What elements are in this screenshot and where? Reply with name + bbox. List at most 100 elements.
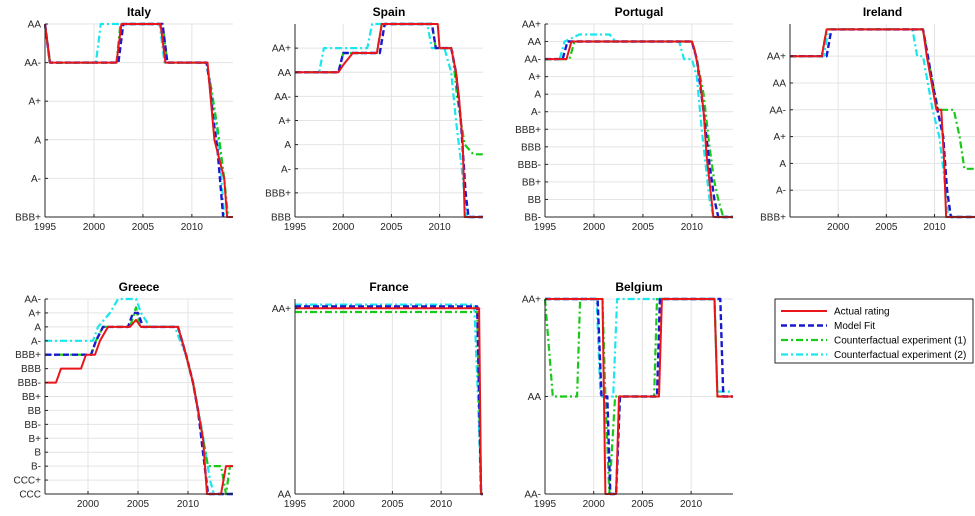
y-tick-label: AA-	[24, 295, 41, 306]
x-tick-label: 2005	[132, 222, 155, 233]
y-tick-label: AA	[28, 20, 42, 31]
y-tick-label: AA+	[272, 304, 291, 315]
series-line-4	[545, 33, 733, 219]
y-tick-label: A-	[776, 186, 786, 197]
x-tick-label: 2000	[827, 222, 850, 233]
y-tick-label: BBB+	[265, 188, 291, 199]
y-tick-label: BBB-	[18, 378, 41, 389]
x-tick-label: 2000	[583, 222, 606, 233]
chart-title: Italy	[127, 5, 151, 19]
y-tick-label: A-	[281, 164, 291, 175]
y-tick-label: A	[534, 90, 541, 101]
y-tick-label: BBB	[21, 364, 41, 375]
y-tick-label: AA	[278, 68, 292, 79]
chart-title: Belgium	[615, 280, 662, 294]
y-tick-label: BBB+	[15, 213, 41, 224]
y-tick-label: A	[284, 140, 291, 151]
series-line-1	[45, 318, 233, 495]
y-tick-label: BBB+	[515, 125, 541, 136]
y-tick-label: A	[34, 135, 41, 146]
y-tick-label: BB+	[522, 177, 541, 188]
x-tick-label: 2000	[83, 222, 106, 233]
panel-italy: BBB+ A- A A+ AA- AA 1995 2000 2005 2010 Italy	[15, 5, 233, 233]
x-tick-label: 1995	[284, 222, 307, 233]
x-tick-label: 2010	[923, 222, 946, 233]
y-tick-label: BBB	[521, 142, 541, 153]
y-tick-label: BBB	[271, 213, 291, 224]
y-tick-label: AA	[278, 490, 292, 501]
x-tick-label: 2005	[632, 222, 655, 233]
y-tick-label: AA-	[24, 58, 41, 69]
series-line-1	[295, 23, 483, 218]
legend-label: Counterfactual experiment (2)	[834, 350, 966, 361]
plot-area	[295, 299, 483, 494]
x-tick-label: 2010	[177, 499, 200, 510]
x-tick-label: 2005	[381, 499, 404, 510]
y-tick-label: A+	[28, 308, 41, 319]
y-tick-label: AA+	[767, 52, 786, 63]
series-line-4	[790, 28, 975, 219]
y-tick-label: BB+	[22, 392, 41, 403]
legend-label: Model Fit	[834, 321, 875, 332]
panel-greece: CCCCCC+B-BB+BB-BBBB+BBB-BBBBBB+A-AA+AA-2…	[13, 280, 233, 510]
series-line-1	[545, 298, 733, 495]
series-line-3	[545, 40, 733, 219]
y-tick-label: AA+	[272, 44, 291, 55]
chart-title: Spain	[373, 5, 406, 19]
series-line-4	[295, 22, 483, 219]
x-tick-label: 2005	[631, 499, 654, 510]
legend-box	[774, 298, 974, 364]
y-tick-label: AA+	[522, 20, 541, 31]
panel-belgium: AA- AA AA+ 1995 2000 2005 2010 Belgium	[522, 280, 733, 510]
series-line-1	[545, 40, 733, 218]
y-tick-label: A-	[531, 107, 541, 118]
x-tick-label: 2000	[77, 499, 100, 510]
y-tick-label: BB-	[524, 213, 541, 224]
y-tick-label: AA	[528, 37, 542, 48]
series-line-4	[545, 297, 733, 398]
x-tick-label: 1995	[34, 222, 57, 233]
x-tick-label: 2005	[875, 222, 898, 233]
x-tick-label: 1995	[534, 499, 557, 510]
legend-label: Actual rating	[834, 307, 890, 318]
chart-title: Greece	[119, 280, 160, 294]
y-tick-label: CCC+	[13, 476, 41, 487]
y-tick-label: A+	[28, 97, 41, 108]
x-tick-label: 2000	[583, 499, 606, 510]
y-tick-label: A+	[773, 132, 786, 143]
y-tick-label: A-	[31, 174, 41, 185]
y-tick-label: BB-	[24, 420, 41, 431]
y-tick-label: BB	[28, 406, 42, 417]
x-tick-label: 2010	[428, 222, 451, 233]
plot-area	[45, 24, 233, 217]
y-tick-label: AA-	[769, 105, 786, 116]
y-tick-label: B	[34, 448, 41, 459]
y-tick-label: CCC	[19, 490, 41, 501]
y-tick-label: AA-	[274, 92, 291, 103]
x-tick-label: 1995	[534, 222, 557, 233]
series-line-2	[545, 40, 733, 219]
y-tick-label: B-	[31, 462, 41, 473]
y-tick-label: A	[34, 322, 41, 333]
x-tick-label: 2000	[332, 222, 355, 233]
y-tick-label: A+	[528, 72, 541, 83]
y-tick-label: AA	[528, 392, 542, 403]
series-line-1	[790, 28, 975, 218]
x-tick-label: 2005	[380, 222, 403, 233]
series-line-1	[44, 23, 233, 218]
chart-title: Portugal	[615, 5, 664, 19]
y-tick-label: AA-	[524, 55, 541, 66]
y-tick-label: A+	[278, 116, 291, 127]
y-tick-label: BBB+	[15, 350, 41, 361]
y-tick-label: BBB-	[518, 160, 541, 171]
y-tick-label: BB	[528, 195, 542, 206]
legend-label: Counterfactual experiment (1)	[834, 336, 966, 347]
x-tick-label: 2010	[430, 499, 453, 510]
x-tick-label: 2010	[181, 222, 204, 233]
series-line-3	[295, 22, 483, 156]
y-tick-label: AA	[773, 78, 787, 89]
series-line-2	[295, 22, 483, 219]
x-tick-label: 1995	[284, 499, 307, 510]
